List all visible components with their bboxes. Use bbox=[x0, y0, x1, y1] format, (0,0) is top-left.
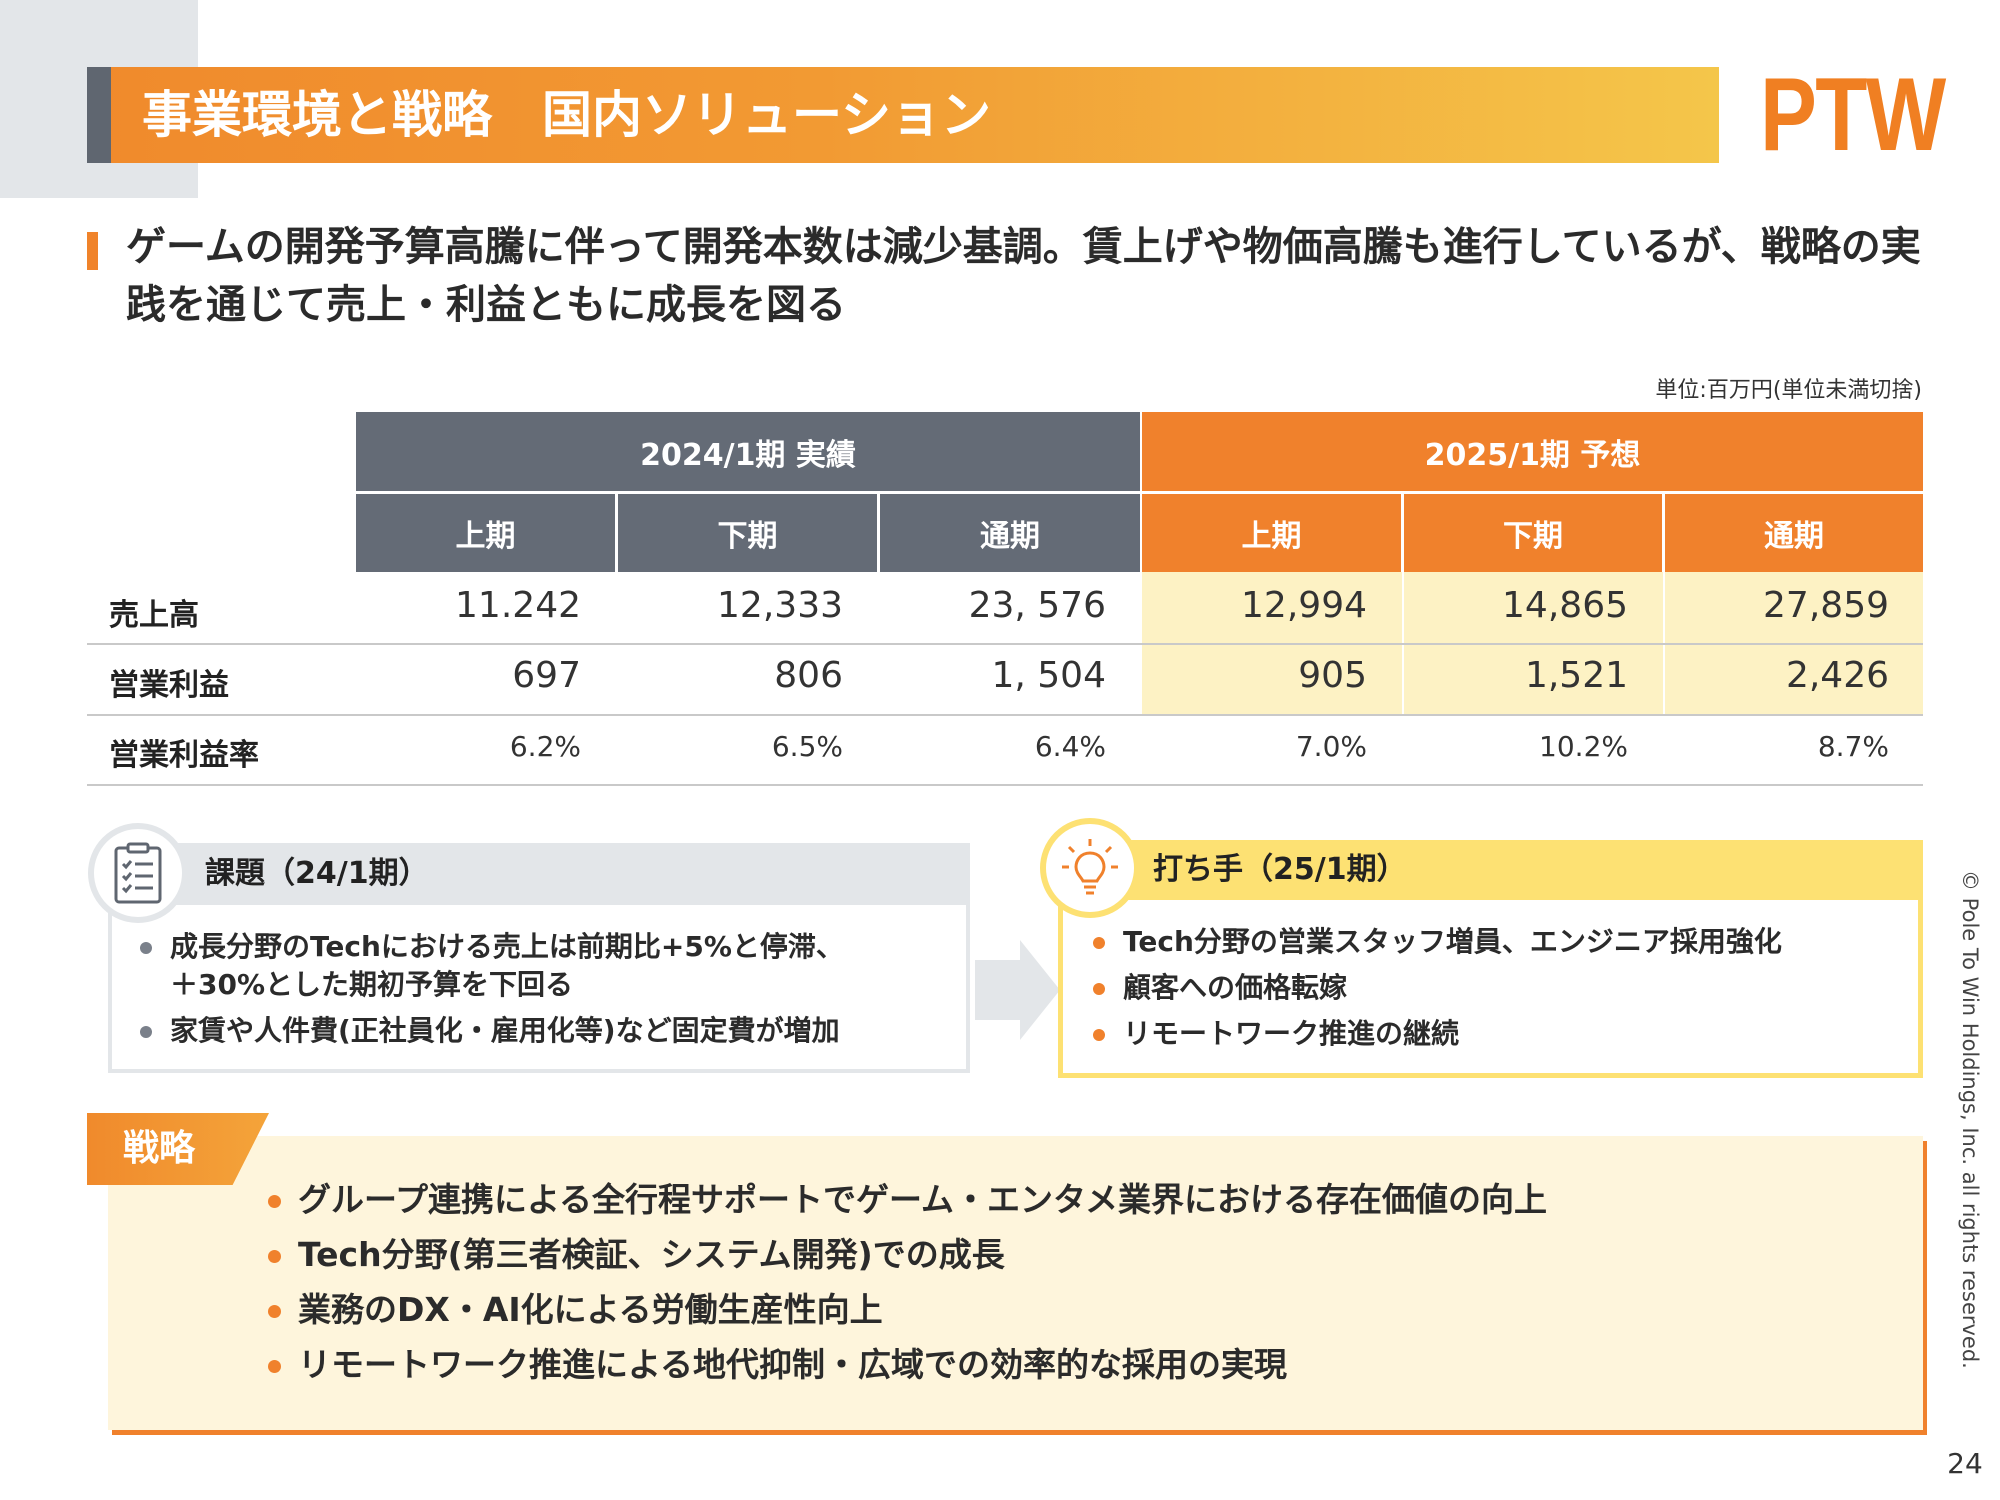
table-cell: 10.2% bbox=[1539, 730, 1628, 763]
list-item: 業務のDX・AI化による労働生産性向上 bbox=[268, 1288, 1547, 1332]
strategy-text: 業務のDX・AI化による労働生産性向上 bbox=[298, 1290, 883, 1329]
subheader-label: 上期 bbox=[455, 519, 516, 554]
table-cell: 12,333 bbox=[717, 585, 843, 626]
bullet-dot bbox=[268, 1195, 281, 1208]
subheader-label: 下期 bbox=[1503, 519, 1563, 554]
group-header-actual: 2024/1期 実績 bbox=[356, 412, 1140, 491]
page-number: 24 bbox=[1947, 1447, 1983, 1480]
lightbulb-icon-graphic bbox=[1062, 839, 1118, 895]
list-item: 家賃や人件費(正社員化・雇用化等)など固定費が増加 bbox=[140, 1012, 940, 1050]
subheader-fy-2024: 通期 bbox=[880, 494, 1140, 572]
group-header-label: 2025/1期 予想 bbox=[1424, 437, 1641, 473]
table-cell: 1, 504 bbox=[991, 655, 1106, 696]
row-divider bbox=[87, 784, 1923, 786]
list-item: リモートワーク推進の継続 bbox=[1093, 1015, 1893, 1053]
headline-marker bbox=[87, 232, 98, 270]
table-cell: 1,521 bbox=[1524, 655, 1628, 696]
subheader-h2-2025: 下期 bbox=[1404, 494, 1662, 572]
strategy-tag: 戦略 bbox=[87, 1113, 269, 1185]
table-cell: 23, 576 bbox=[968, 585, 1106, 626]
copyright: © Pole To Win Holdings, Inc. all rights … bbox=[1958, 870, 1982, 1369]
measures-panel-header bbox=[1058, 840, 1923, 900]
strategy-list: グループ連携による全行程サポートでゲーム・エンタメ業界における存在価値の向上 T… bbox=[268, 1178, 1547, 1398]
unit-note: 単位:百万円(単位未満切捨) bbox=[1655, 378, 1922, 403]
table-cell: 6.5% bbox=[771, 730, 843, 763]
measure-text: 顧客への価格転嫁 bbox=[1123, 971, 1348, 1004]
subheader-fy-2025: 通期 bbox=[1665, 494, 1923, 572]
list-item: Tech分野(第三者検証、システム開発)での成長 bbox=[268, 1233, 1547, 1277]
page-title: 事業環境と戦略 国内ソリューション bbox=[142, 86, 991, 144]
arrow-right-icon bbox=[975, 940, 1060, 1040]
measure-text: リモートワーク推進の継続 bbox=[1123, 1017, 1460, 1050]
issues-title: 課題（24/1期） bbox=[205, 856, 429, 891]
list-item: グループ連携による全行程サポートでゲーム・エンタメ業界における存在価値の向上 bbox=[268, 1178, 1547, 1222]
strategy-text: Tech分野(第三者検証、システム開発)での成長 bbox=[298, 1235, 1005, 1274]
measure-text: Tech分野の営業スタッフ増員、エンジニア採用強化 bbox=[1123, 925, 1782, 958]
checklist-icon bbox=[88, 823, 188, 923]
strategy-box bbox=[108, 1136, 1923, 1430]
strategy-text: リモートワーク推進による地代抑制・広域での効率的な採用の実現 bbox=[298, 1345, 1288, 1384]
title-accent bbox=[87, 67, 111, 163]
title-bar bbox=[87, 67, 1719, 163]
row-label-operating-margin: 営業利益率 bbox=[109, 738, 259, 773]
bullet-dot bbox=[268, 1360, 281, 1373]
row-label-operating-profit: 営業利益 bbox=[109, 668, 229, 703]
checklist-icon-graphic bbox=[114, 842, 162, 904]
bullet-dot bbox=[268, 1250, 281, 1263]
table-cell: 905 bbox=[1298, 655, 1367, 696]
bullet-dot bbox=[140, 1026, 152, 1038]
bullet-dot bbox=[1093, 937, 1105, 949]
table-cell: 11.242 bbox=[455, 585, 581, 626]
subheader-label: 下期 bbox=[717, 519, 778, 554]
list-item: 顧客への価格転嫁 bbox=[1093, 969, 1893, 1007]
table-cell: 8.7% bbox=[1817, 730, 1889, 763]
measures-list: Tech分野の営業スタッフ増員、エンジニア採用強化 顧客への価格転嫁 リモートワ… bbox=[1093, 923, 1893, 1061]
issue-text: 家賃や人件費(正社員化・雇用化等)など固定費が増加 bbox=[170, 1014, 840, 1047]
subheader-label: 通期 bbox=[980, 519, 1040, 554]
subheader-label: 通期 bbox=[1764, 519, 1824, 554]
list-item: Tech分野の営業スタッフ増員、エンジニア採用強化 bbox=[1093, 923, 1893, 961]
table-cell: 6.2% bbox=[509, 730, 581, 763]
subheader-h2-2024: 下期 bbox=[618, 494, 877, 572]
bullet-dot bbox=[1093, 1029, 1105, 1041]
bullet-dot bbox=[268, 1305, 281, 1318]
headline: ゲームの開発予算高騰に伴って開発本数は減少基調。賃上げや物価高騰も進行しているが… bbox=[126, 224, 1921, 328]
table-cell: 7.0% bbox=[1295, 730, 1367, 763]
lightbulb-icon bbox=[1040, 818, 1140, 918]
subheader-h1-2025: 上期 bbox=[1142, 494, 1401, 572]
table-cell: 6.4% bbox=[1034, 730, 1106, 763]
issues-panel-header bbox=[108, 843, 970, 905]
issues-list: 成長分野のTechにおける売上は前期比+5%と停滞、 ＋30%とした期初予算を下… bbox=[140, 928, 940, 1058]
subheader-h1-2024: 上期 bbox=[356, 494, 615, 572]
table-cell: 12,994 bbox=[1241, 585, 1367, 626]
list-item: 成長分野のTechにおける売上は前期比+5%と停滞、 ＋30%とした期初予算を下… bbox=[140, 928, 940, 1004]
group-header-forecast: 2025/1期 予想 bbox=[1142, 412, 1923, 491]
strategy-text: グループ連携による全行程サポートでゲーム・エンタメ業界における存在価値の向上 bbox=[298, 1180, 1548, 1219]
bullet-dot bbox=[1093, 983, 1105, 995]
table-cell: 14,865 bbox=[1502, 585, 1628, 626]
table-cell: 806 bbox=[774, 655, 843, 696]
row-divider bbox=[87, 643, 1923, 645]
table-cell: 697 bbox=[512, 655, 581, 696]
issue-text: 成長分野のTechにおける売上は前期比+5%と停滞、 ＋30%とした期初予算を下… bbox=[170, 930, 844, 1001]
bullet-dot bbox=[140, 942, 152, 954]
table-cell: 2,426 bbox=[1785, 655, 1889, 696]
row-label-sales: 売上高 bbox=[109, 598, 199, 633]
subheader-label: 上期 bbox=[1241, 519, 1302, 554]
ptw-logo: PTW bbox=[1760, 57, 1946, 173]
list-item: リモートワーク推進による地代抑制・広域での効率的な採用の実現 bbox=[268, 1343, 1547, 1387]
group-header-label: 2024/1期 実績 bbox=[640, 437, 856, 473]
row-divider bbox=[87, 714, 1923, 716]
measures-title: 打ち手（25/1期） bbox=[1153, 852, 1407, 887]
table-cell: 27,859 bbox=[1763, 585, 1889, 626]
